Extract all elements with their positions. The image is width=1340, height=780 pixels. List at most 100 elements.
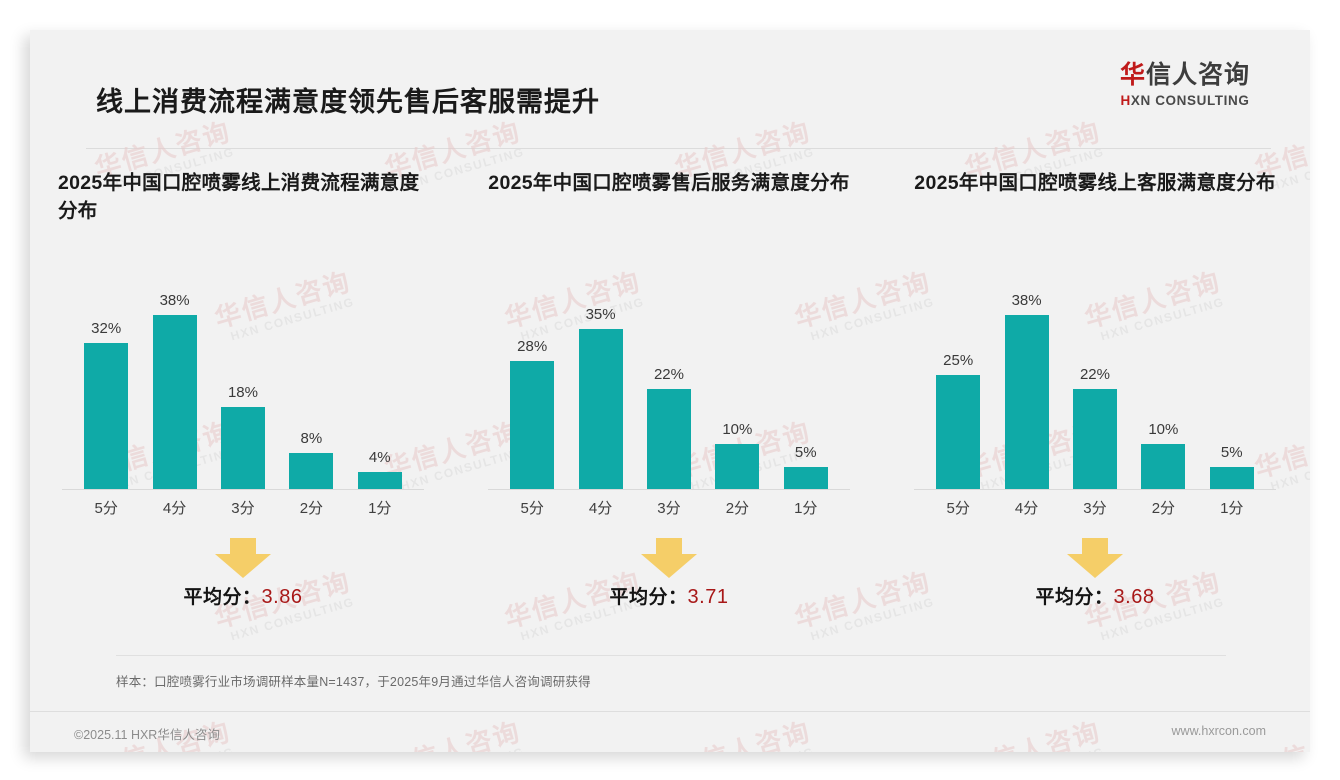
bar[interactable] xyxy=(1141,444,1186,490)
bar-data-label: 10% xyxy=(722,421,753,438)
bar-column[interactable]: 32% xyxy=(75,290,137,490)
x-axis-tick-label: 2分 xyxy=(299,499,324,517)
average-score-value: 3.71 xyxy=(687,586,729,608)
average-score-block: 平均分：3.68 xyxy=(896,538,1294,638)
bar[interactable] xyxy=(936,375,981,490)
bar-column[interactable]: 28% xyxy=(501,290,563,490)
bar-column[interactable]: 25% xyxy=(927,290,989,490)
bar-column[interactable]: 38% xyxy=(996,290,1058,490)
chart-panel: 2025年中国口腔喷雾线上客服满意度分布 25% 38% 22% 10% 5% 5分 4分 3分… xyxy=(882,170,1308,638)
x-axis-tick-label: 3分 xyxy=(231,499,255,517)
header-divider xyxy=(86,148,1271,149)
bar-data-label: 4% xyxy=(368,448,391,466)
x-axis-ticks: 5分 4分 3分 2分 1分 xyxy=(498,492,840,522)
bar[interactable] xyxy=(289,453,334,490)
x-axis-tick-label: 2分 xyxy=(1151,499,1176,517)
chart-title: 2025年中国口腔喷雾线上消费流程满意度分布 xyxy=(58,172,420,222)
x-axis-tick-label: 4分 xyxy=(162,499,187,517)
average-score-block: 平均分：3.71 xyxy=(470,538,868,638)
bar[interactable] xyxy=(1209,467,1254,490)
bar-data-label: 10% xyxy=(1148,421,1179,438)
bar[interactable] xyxy=(152,315,197,490)
bar[interactable] xyxy=(357,471,402,490)
arrow-down-icon xyxy=(1067,538,1123,578)
bar[interactable] xyxy=(578,329,623,490)
bar-column[interactable]: 10% xyxy=(707,290,769,490)
bar-column[interactable]: 22% xyxy=(638,290,700,490)
bar-data-label: 32% xyxy=(91,319,122,337)
brand-logo: 华信人咨询 HXN CONSULTING xyxy=(1100,61,1270,108)
bar-data-label: 18% xyxy=(227,384,258,402)
average-score-text: 平均分：3.71 xyxy=(470,582,868,609)
bar-data-label: 8% xyxy=(300,430,323,448)
bar-column[interactable]: 8% xyxy=(281,290,343,490)
bar[interactable] xyxy=(84,342,129,490)
bar[interactable] xyxy=(1004,315,1049,490)
bar-chart-plot: 25% 38% 22% 10% 5% 5分 4分 3分 2分 1分 xyxy=(896,252,1294,522)
bar-data-label: 25% xyxy=(943,352,974,369)
bar-data-label: 35% xyxy=(585,306,616,323)
page-title: 线上消费流程满意度领先售后客服需提升 xyxy=(96,87,600,117)
bar-data-label: 5% xyxy=(1220,444,1243,461)
bar-series: 32% 38% 18% 8% 4% xyxy=(72,290,414,490)
chart-title: 2025年中国口腔喷雾线上客服满意度分布 xyxy=(914,172,1276,194)
slide-header: 线上消费流程满意度领先售后客服需提升 华信人咨询 HXN CONSULTING xyxy=(30,30,1310,120)
average-score-block: 平均分：3.86 xyxy=(44,538,442,638)
bar-data-label: 28% xyxy=(517,338,548,356)
bar-column[interactable]: 35% xyxy=(570,290,632,490)
bar-data-label: 38% xyxy=(1011,292,1042,310)
chart-title: 2025年中国口腔喷雾售后服务满意度分布 xyxy=(488,172,850,194)
bar-series: 28% 35% 22% 10% 5% xyxy=(498,290,840,490)
arrow-down-icon xyxy=(641,538,697,578)
bar-column[interactable]: 10% xyxy=(1133,290,1195,490)
chart-panels: 2025年中国口腔喷雾线上消费流程满意度分布 32% 38% 18% 8% 4% 5分 4分 3… xyxy=(30,170,1310,638)
chart-panel: 2025年中国口腔喷雾线上消费流程满意度分布 32% 38% 18% 8% 4% 5分 4分 3… xyxy=(30,170,456,638)
bar-data-label: 22% xyxy=(653,365,684,383)
x-axis-tick-label: 5分 xyxy=(946,499,970,517)
slide-footer: ©2025.11 HXR华信人咨询 www.hxrcon.com xyxy=(30,712,1310,752)
x-axis-line xyxy=(914,489,1276,490)
bar-series: 25% 38% 22% 10% 5% xyxy=(924,290,1266,490)
footer-divider xyxy=(30,711,1310,712)
x-axis-tick-label: 3分 xyxy=(657,499,681,517)
arrow-down-icon xyxy=(215,538,271,578)
x-axis-line xyxy=(488,489,850,490)
x-axis-tick-label: 5分 xyxy=(94,499,118,517)
bar[interactable] xyxy=(220,407,265,490)
note-divider xyxy=(116,655,1226,656)
x-axis-tick-label: 4分 xyxy=(588,499,613,517)
bar-column[interactable]: 5% xyxy=(775,290,837,490)
average-score-value: 3.68 xyxy=(1113,586,1155,608)
x-axis-tick-label: 5分 xyxy=(520,499,544,517)
logo-english: HXN CONSULTING xyxy=(1100,93,1270,108)
bar[interactable] xyxy=(715,444,760,490)
x-axis-line xyxy=(62,489,424,490)
average-score-label: 平均分： xyxy=(1035,587,1114,608)
bar-chart-plot: 28% 35% 22% 10% 5% 5分 4分 3分 2分 1分 xyxy=(470,252,868,522)
bar-data-label: 38% xyxy=(159,292,190,310)
bar[interactable] xyxy=(646,388,691,490)
logo-chinese: 华信人咨询 xyxy=(1100,61,1270,90)
bar-column[interactable]: 4% xyxy=(349,290,411,490)
x-axis-ticks: 5分 4分 3分 2分 1分 xyxy=(72,492,414,522)
average-score-label: 平均分： xyxy=(609,587,688,608)
bar-column[interactable]: 22% xyxy=(1064,290,1126,490)
x-axis-tick-label: 1分 xyxy=(1220,499,1244,517)
bar-data-label: 5% xyxy=(794,444,817,461)
x-axis-tick-label: 3分 xyxy=(1083,499,1107,517)
bar-column[interactable]: 18% xyxy=(212,290,274,490)
bar-column[interactable]: 5% xyxy=(1201,290,1263,490)
slide-card: 华信人咨询 HXN CONSULTING 华信人咨询 HXN CONSULTING 华信… xyxy=(30,30,1310,752)
logo-chinese-rest: 信人咨询 xyxy=(1146,61,1251,89)
average-score-text: 平均分：3.68 xyxy=(896,582,1294,609)
average-score-label: 平均分： xyxy=(183,587,262,608)
copyright-text: ©2025.11 HXR华信人咨询 xyxy=(74,728,220,742)
bar[interactable] xyxy=(783,467,828,490)
average-score-text: 平均分：3.86 xyxy=(44,582,442,609)
bar-column[interactable]: 38% xyxy=(144,290,206,490)
bar[interactable] xyxy=(1072,388,1117,490)
chart-panel: 2025年中国口腔喷雾售后服务满意度分布 28% 35% 22% 10% 5% 5分 4分 3分… xyxy=(456,170,882,638)
x-axis-tick-label: 1分 xyxy=(794,499,818,517)
bar[interactable] xyxy=(510,361,555,490)
x-axis-tick-label: 4分 xyxy=(1014,499,1039,517)
